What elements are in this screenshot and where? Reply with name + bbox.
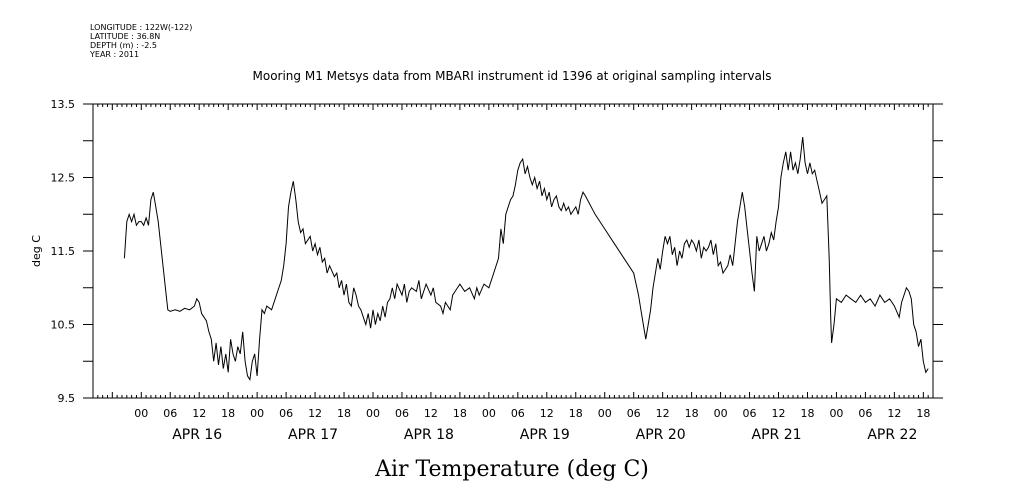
x-tick-label: 12 bbox=[656, 407, 670, 420]
y-tick-label: 11.5 bbox=[51, 245, 76, 258]
x-tick-label: 00 bbox=[829, 407, 843, 420]
x-tick-label: 00 bbox=[714, 407, 728, 420]
x-tick-label: 12 bbox=[772, 407, 786, 420]
x-tick-label: 06 bbox=[858, 407, 872, 420]
x-day-label: APR 20 bbox=[636, 427, 686, 443]
x-tick-label: 06 bbox=[163, 407, 177, 420]
x-tick-label: 12 bbox=[192, 407, 206, 420]
x-day-label: APR 16 bbox=[172, 427, 222, 443]
meta-longitude: LONGITUDE : 122W(-122) bbox=[90, 23, 192, 32]
meta-latitude: LATITUDE : 36.8N bbox=[90, 32, 160, 41]
x-tick-label: 18 bbox=[337, 407, 351, 420]
x-tick-label: 06 bbox=[279, 407, 293, 420]
x-tick-label: 12 bbox=[308, 407, 322, 420]
x-tick-label: 00 bbox=[250, 407, 264, 420]
x-tick-label: 00 bbox=[482, 407, 496, 420]
axes: 00 06 12 18 00 06 12 18 00 06 12 18 00 06 12 18 00 06 12 18… bbox=[51, 98, 943, 443]
x-day-label: APR 18 bbox=[404, 427, 454, 443]
y-tick-label: 12.5 bbox=[51, 172, 76, 185]
plot-frame bbox=[92, 103, 934, 399]
x-tick-label: 00 bbox=[598, 407, 612, 420]
x-day-label: APR 21 bbox=[752, 427, 802, 443]
x-day-label: APR 19 bbox=[520, 427, 570, 443]
x-tick-label: 18 bbox=[916, 407, 930, 420]
x-tick-label: 18 bbox=[453, 407, 467, 420]
x-tick-label: 18 bbox=[685, 407, 699, 420]
y-tick-label: 13.5 bbox=[51, 98, 76, 111]
x-tick-label: 00 bbox=[366, 407, 380, 420]
x-tick-label: 12 bbox=[887, 407, 901, 420]
series-line-0 bbox=[123, 137, 929, 382]
x-day-label: APR 22 bbox=[867, 427, 917, 443]
x-day-label: APR 17 bbox=[288, 427, 338, 443]
x-tick-label: 06 bbox=[395, 407, 409, 420]
meta-depth: DEPTH (m) : -2.5 bbox=[90, 41, 157, 50]
x-tick-label: 06 bbox=[743, 407, 757, 420]
y-axis-label: deg C bbox=[30, 235, 43, 267]
x-tick-label: 18 bbox=[800, 407, 814, 420]
y-tick-label: 10.5 bbox=[51, 319, 76, 332]
series-group bbox=[123, 137, 929, 382]
x-tick-label: 18 bbox=[221, 407, 235, 420]
x-tick-label: 12 bbox=[540, 407, 554, 420]
meta-year: YEAR : 2011 bbox=[89, 50, 139, 59]
chart-title: Mooring M1 Metsys data from MBARI instru… bbox=[253, 69, 772, 83]
metadata-block: LONGITUDE : 122W(-122) LATITUDE : 36.8N … bbox=[89, 23, 192, 59]
x-tick-label: 12 bbox=[424, 407, 438, 420]
x-tick-label: 00 bbox=[134, 407, 148, 420]
x-tick-label: 18 bbox=[569, 407, 583, 420]
x-axis-label: Air Temperature (deg C) bbox=[374, 457, 649, 482]
x-tick-label: 06 bbox=[627, 407, 641, 420]
y-tick-label: 9.5 bbox=[58, 392, 76, 405]
x-tick-label: 06 bbox=[511, 407, 525, 420]
